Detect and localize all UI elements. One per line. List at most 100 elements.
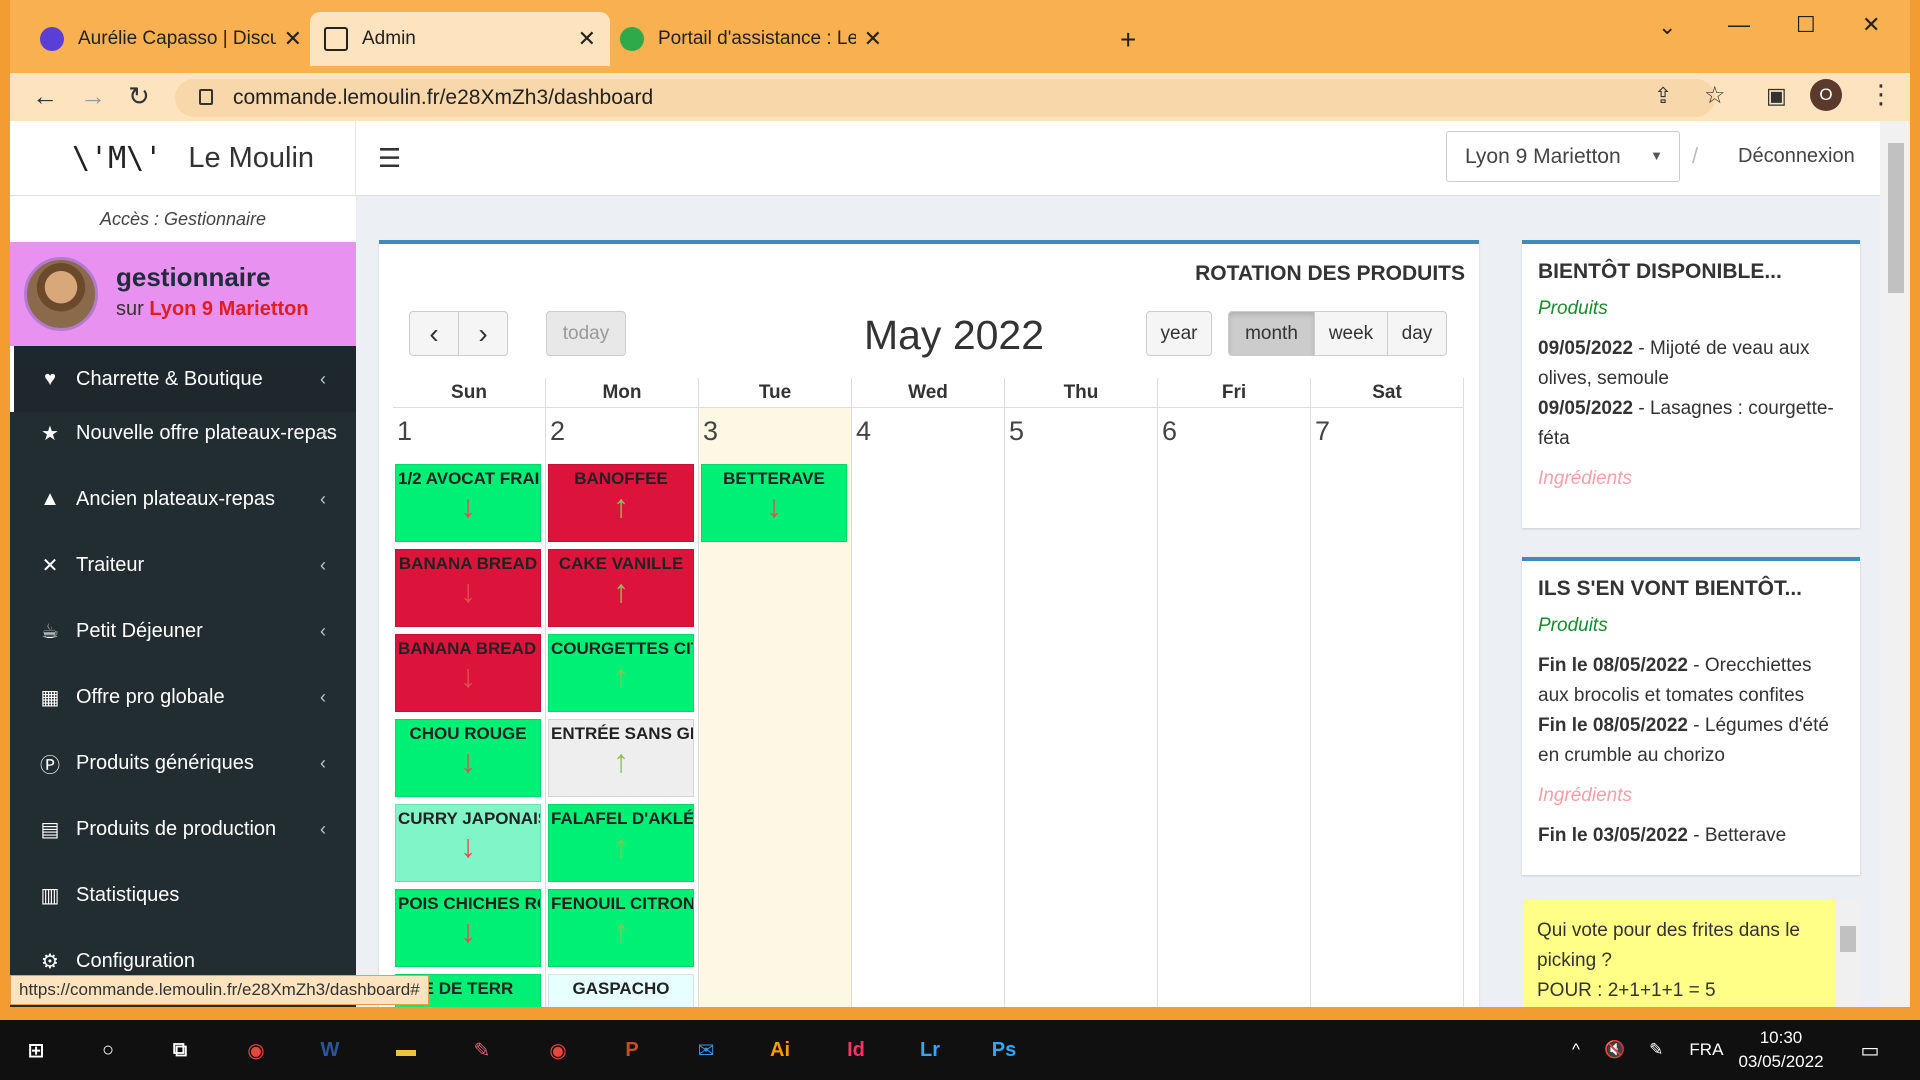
view-week-button[interactable]: week	[1314, 311, 1388, 356]
maximize-icon[interactable]: ☐	[1796, 12, 1816, 37]
day-cell[interactable]: 3 BETTERAVE ↓	[699, 408, 852, 1007]
notification-icon[interactable]: ▭	[1860, 1039, 1880, 1062]
windows-start-icon[interactable]: ⊞	[27, 1039, 45, 1062]
day-cell[interactable]: 4	[852, 408, 1005, 1007]
day-cell[interactable]: 7	[1311, 408, 1464, 1007]
note-scrollbar-thumb[interactable]	[1840, 926, 1856, 952]
calendar-event[interactable]: COURGETTES CITR↑	[548, 634, 694, 712]
sidebar-item-offre-pro[interactable]: ▦ Offre pro globale ‹	[10, 664, 356, 730]
powerpoint-icon[interactable]: P	[625, 1038, 639, 1061]
chrome-icon[interactable]: ◉	[247, 1039, 265, 1062]
close-icon[interactable]: ✕	[283, 26, 302, 51]
tab-support[interactable]: Portail d'assistance : Le moulin ✕	[606, 12, 896, 66]
address-bar[interactable]: commande.lemoulin.fr/e28XmZh3/dashboard	[175, 79, 1715, 117]
view-day-button[interactable]: day	[1387, 311, 1447, 356]
sidebar-item-traiteur[interactable]: ✕ Traiteur ‹	[10, 532, 356, 598]
day-number: 2	[550, 416, 566, 446]
calendar-event[interactable]: 1/2 AVOCAT FRAI ↓	[395, 464, 541, 542]
day-cell[interactable]: 1 1/2 AVOCAT FRAI ↓ BANANA BREAD ↓ BANANA BRE…	[393, 408, 546, 1007]
language-indicator[interactable]: FRA	[1689, 1040, 1724, 1059]
calendar-event[interactable]: CHOU ROUGE ↓	[395, 719, 541, 797]
profile-avatar[interactable]: O	[1810, 79, 1842, 111]
chevron-left-icon: ‹	[320, 752, 326, 773]
sidebar-item-statistiques[interactable]: ▥ Statistiques	[10, 862, 356, 928]
prev-month-button[interactable]: ‹	[409, 311, 459, 356]
calendar-event[interactable]: ENTRÉE SANS GL ↑	[548, 719, 694, 797]
clock[interactable]: 10:30 03/05/2022	[1736, 1026, 1826, 1074]
minimize-icon[interactable]: —	[1728, 12, 1750, 37]
lightroom-icon[interactable]: Lr	[920, 1038, 940, 1061]
tray-chevron-icon[interactable]: ^	[1572, 1040, 1580, 1059]
calendar-event[interactable]: GASPACHO↑	[548, 974, 694, 1007]
sticky-note[interactable]: Qui vote pour des frites dans le picking…	[1523, 900, 1836, 1007]
tab-admin[interactable]: Admin ✕	[310, 12, 610, 66]
close-icon[interactable]: ✕	[863, 26, 882, 51]
sidebar-item-configuration[interactable]: ⚙ Configuration	[10, 928, 356, 994]
calendar-event[interactable]: BETTERAVE ↓	[701, 464, 847, 542]
event-title: BANANA BREAD	[398, 554, 538, 573]
arrow-up-icon: ↑	[549, 999, 693, 1007]
event-title: E DE TERR	[422, 979, 514, 998]
bookmark-star-icon[interactable]: ☆	[1704, 82, 1726, 109]
logo[interactable]: \'M\' Le Moulin	[10, 121, 356, 196]
calendar-event[interactable]: FENOUIL CITRON ↑	[548, 889, 694, 967]
indesign-icon[interactable]: Id	[847, 1038, 865, 1061]
list-item: Fin le 03/05/2022 - Betterave	[1538, 821, 1844, 851]
tab-discussion[interactable]: Aurélie Capasso | Discussion | Wo ✕	[26, 12, 316, 66]
sidebar-item-label: Produits de production	[76, 817, 277, 840]
day-cell[interactable]: 6	[1158, 408, 1311, 1007]
calendar-event[interactable]: BANANA BREAD ↓	[395, 549, 541, 627]
next-month-button[interactable]: ›	[458, 311, 508, 356]
share-icon[interactable]: ⇪	[1654, 83, 1673, 108]
menu-kebab-icon[interactable]: ⋮	[1868, 79, 1894, 109]
sidebar-item-label: Traiteur	[76, 553, 145, 576]
close-icon[interactable]: ✕	[577, 26, 596, 51]
scrollbar-thumb[interactable]	[1888, 143, 1904, 293]
calendar-event[interactable]: CAKE VANILLE ↑	[548, 549, 694, 627]
reload-icon[interactable]: ↻	[128, 81, 150, 111]
forward-arrow-icon[interactable]: →	[80, 81, 106, 111]
calendar-event[interactable]: FALAFEL D'AKLÉ ↑	[548, 804, 694, 882]
window-close-icon[interactable]: ✕	[1862, 12, 1881, 37]
coming-soon-products-label: Produits	[1538, 298, 1608, 319]
sidebar-item-ancien-plateaux[interactable]: ▲ Ancien plateaux-repas ‹	[10, 466, 356, 532]
calendar-event[interactable]: BANANA BREAD I ↓	[395, 634, 541, 712]
calendar-event[interactable]: CURRY JAPONAIS ↓	[395, 804, 541, 882]
logout-link[interactable]: Déconnexion	[1738, 145, 1855, 167]
chrome-profile-icon[interactable]: ◉	[549, 1039, 567, 1062]
sidebar-item-produits-generiques[interactable]: Ⓟ Produits génériques ‹	[10, 730, 356, 796]
event-title: 1/2 AVOCAT FRAI	[398, 469, 540, 488]
sidebar-item-petit-dejeuner[interactable]: ☕ Petit Déjeuner ‹	[10, 598, 356, 664]
sidebar-item-nouvelle-offre[interactable]: ★ Nouvelle offre plateaux-repas ‹	[10, 400, 356, 466]
today-button[interactable]: today	[546, 311, 626, 356]
day-header-sun: Sun	[393, 378, 546, 408]
pen-icon[interactable]: ✎	[1649, 1040, 1664, 1059]
hamburger-menu-icon[interactable]: ☰	[378, 143, 402, 173]
paint-icon[interactable]: ✎	[473, 1039, 491, 1062]
day-cell[interactable]: 2 BANOFFEE↑CAKE VANILLE↑COURGETTES CITR↑E…	[546, 408, 699, 1007]
view-month-button[interactable]: month	[1228, 311, 1315, 356]
day-cell[interactable]: 5	[1005, 408, 1158, 1007]
calendar-event[interactable]: POIS CHICHES RO ↓	[395, 889, 541, 967]
windows-taskbar: ⊞ ○ ⧉ ◉ W ▬ ✎ ◉ P ✉ Ai Id Lr Ps ^ 🔇 ✎ FRA 10:30 03/05/2022 ▭	[0, 1020, 1920, 1080]
view-year-button[interactable]: year	[1146, 311, 1212, 356]
word-icon[interactable]: W	[320, 1038, 340, 1061]
sidebar-item-charrette-boutique[interactable]: ♥ Charrette & Boutique ‹	[10, 346, 356, 412]
store-select[interactable]: Lyon 9 Marietton ▼	[1446, 131, 1680, 182]
file-explorer-icon[interactable]: ▬	[396, 1038, 416, 1061]
volume-muted-icon[interactable]: 🔇	[1603, 1040, 1626, 1059]
calendar-event[interactable]: BANOFFEE ↑	[548, 464, 694, 542]
note-scrollbar[interactable]	[1836, 900, 1860, 1007]
new-tab-button[interactable]: +	[1120, 24, 1137, 55]
task-view-icon[interactable]: ⧉	[172, 1038, 188, 1061]
photoshop-icon[interactable]: Ps	[991, 1038, 1017, 1061]
search-icon[interactable]: ○	[101, 1038, 115, 1061]
back-arrow-icon[interactable]: ←	[32, 81, 58, 111]
page-scrollbar[interactable]	[1880, 121, 1910, 1007]
mail-icon[interactable]: ✉	[697, 1039, 715, 1062]
clock-date: 03/05/2022	[1738, 1052, 1824, 1071]
illustrator-icon[interactable]: Ai	[770, 1038, 790, 1061]
sidebar-item-produits-production[interactable]: ▤ Produits de production ‹	[10, 796, 356, 862]
sidepanel-icon[interactable]: ▣	[1766, 83, 1787, 108]
tab-search-icon[interactable]: ⌄	[1658, 14, 1677, 39]
